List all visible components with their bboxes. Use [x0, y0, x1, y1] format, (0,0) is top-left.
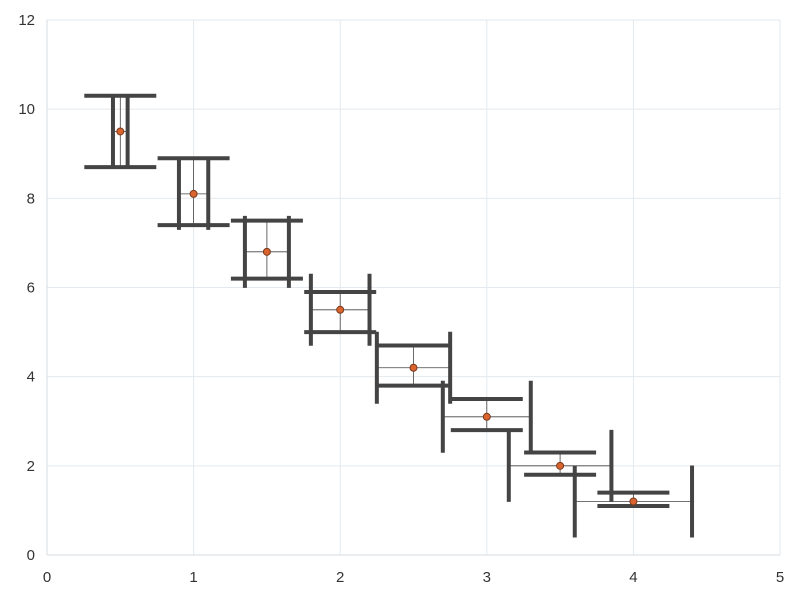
data-point: [336, 305, 345, 314]
x-tick-label: 0: [43, 569, 51, 586]
data-point: [409, 363, 418, 372]
x-tick-label: 2: [336, 569, 344, 586]
data-point: [629, 497, 638, 506]
x-tick-label: 5: [776, 569, 784, 586]
x-tick-label: 3: [483, 569, 491, 586]
error-bars: [84, 93, 695, 538]
data-point: [116, 127, 125, 136]
data-points: [116, 127, 638, 506]
y-tick-label: 8: [27, 190, 35, 207]
data-point: [556, 461, 565, 470]
x-tick-label: 1: [189, 569, 197, 586]
x-tick-label: 4: [629, 569, 637, 586]
y-tick-label: 4: [27, 369, 35, 386]
y-tick-label: 0: [27, 547, 35, 564]
y-tick-label: 2: [27, 458, 35, 475]
axes: [46, 20, 780, 556]
data-point: [189, 189, 198, 198]
y-tick-label: 12: [18, 12, 35, 29]
y-tick-label: 10: [18, 101, 35, 118]
data-point: [262, 247, 271, 256]
gridlines: [46, 19, 781, 556]
y-tick-label: 6: [27, 280, 35, 297]
data-point: [482, 412, 491, 421]
